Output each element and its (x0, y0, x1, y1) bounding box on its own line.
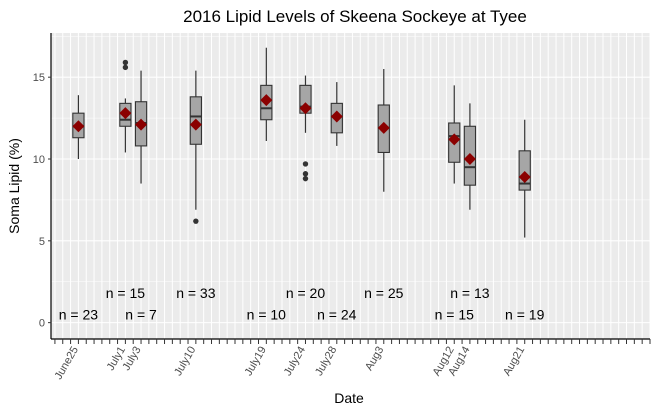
outlier-point (302, 175, 309, 182)
x-tick-label: July10 (172, 345, 198, 379)
box-July3 (134, 70, 148, 184)
y-tick-label: 10 (33, 154, 45, 166)
x-tick-label: Aug3 (363, 345, 386, 373)
x-axis-title: Date (334, 390, 364, 406)
mean-marker (330, 110, 343, 123)
box-Aug21 (518, 119, 531, 238)
mean-marker (518, 171, 531, 183)
mean-marker (189, 118, 202, 131)
box-July28 (330, 82, 343, 146)
outlier-point (122, 59, 129, 66)
x-tick-label: July28 (313, 345, 339, 379)
y-tick-label: 5 (39, 236, 45, 248)
box-Aug14 (463, 103, 477, 210)
n-label-July3: n = 7 (125, 306, 157, 322)
y-axis-title: Soma Lipid (%) (6, 138, 22, 234)
n-label-Aug3: n = 25 (364, 285, 404, 301)
y-tick-label: 15 (33, 72, 45, 84)
box-July19 (260, 47, 273, 141)
x-tick-label: Aug21 (501, 345, 527, 379)
box-July1 (119, 59, 132, 153)
x-tick-label: June25 (53, 345, 81, 382)
box-July24 (299, 75, 312, 182)
mean-marker (377, 121, 390, 134)
x-tick-label: July19 (243, 345, 269, 379)
mean-marker (463, 153, 476, 165)
y-tick-label: 0 (39, 318, 45, 330)
mean-marker (448, 133, 461, 146)
n-label-July24: n = 20 (286, 285, 326, 301)
grid-lines (51, 33, 651, 339)
mean-marker (260, 94, 273, 107)
plot-background (51, 33, 650, 339)
n-label-July1: n = 15 (106, 285, 146, 301)
mean-marker (299, 102, 312, 115)
chart-title: 2016 Lipid Levels of Skeena Sockeye at T… (183, 7, 527, 26)
n-label-July28: n = 24 (317, 306, 357, 322)
iqr-box (518, 150, 531, 191)
box-Aug3 (377, 69, 390, 192)
outlier-point (122, 64, 129, 71)
box-July10 (189, 70, 203, 224)
outlier-point (302, 161, 309, 167)
mean-marker (119, 107, 132, 120)
mean-marker (72, 120, 85, 133)
sample-size-labels: n = 23 n = 15 n = 7 n = 33 n = 10 n = 20 n = 2… (59, 285, 545, 322)
n-label-June25: n = 23 (59, 306, 99, 322)
box-Aug12 (448, 85, 461, 184)
n-label-Aug12: n = 15 (435, 306, 475, 322)
box-June25 (72, 95, 85, 159)
x-tick-label: July24 (282, 345, 308, 379)
box-series (72, 47, 531, 238)
mean-marker (135, 118, 148, 131)
n-label-Aug21: n = 19 (505, 306, 545, 322)
outlier-point (193, 218, 199, 224)
n-label-Aug14: n = 13 (450, 285, 490, 301)
n-label-July19: n = 10 (247, 306, 287, 322)
outlier-point (302, 171, 309, 177)
n-label-July10: n = 33 (176, 285, 216, 301)
